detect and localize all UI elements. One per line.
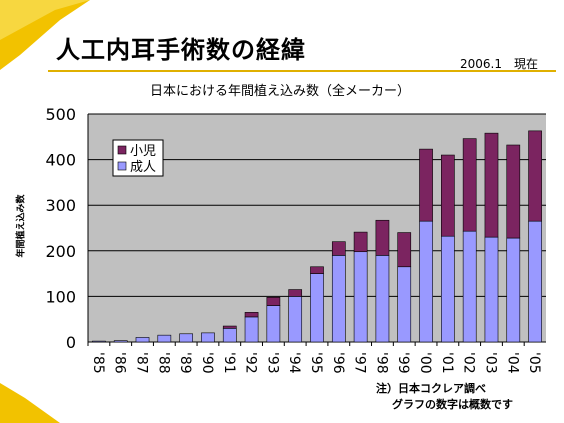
x-tick-label: '02 [461,352,477,374]
approximation-note: グラフの数字は概数です [392,398,513,411]
bar-adult [92,340,106,343]
legend-swatch [117,145,127,155]
bar-adult [113,340,128,343]
bar-adult [506,237,521,343]
x-tick-label: '98 [373,352,389,374]
bar-child [288,289,303,297]
x-tick-label: '99 [395,352,411,374]
x-tick-label: '88 [155,352,171,374]
bar-child [419,148,433,222]
bar-adult [528,220,542,343]
bar-child [462,138,477,232]
x-tick-label: '90 [199,352,215,374]
bar-child [375,219,390,256]
bar-adult [310,273,324,343]
bar-adult [157,334,172,343]
bar-child [484,132,499,238]
bar-adult [331,255,346,343]
bar-adult [222,328,237,343]
bar-adult [375,255,390,343]
x-tick-label: '04 [504,352,520,374]
bar-adult [353,251,368,343]
bar-child [222,325,237,329]
x-tick-label: '05 [526,352,542,374]
y-tick-label: 100 [45,287,76,306]
slide-title: 人工内耳手術数の経緯 [56,36,306,64]
bar-child [528,130,542,222]
x-tick-label: '94 [286,352,302,374]
date-note: 2006.1 現在 [460,57,538,71]
x-tick-label: '85 [90,352,106,374]
y-tick-label: 500 [45,105,76,124]
bar-adult [484,236,499,343]
legend-label: 小児 [130,144,156,159]
y-tick-label: 300 [45,196,76,215]
bar-child [310,266,324,274]
title-divider [48,70,556,72]
bar-adult [441,235,455,343]
x-tick-label: '93 [264,352,280,374]
bar-adult [266,305,281,343]
y-tick-label: 200 [45,242,76,261]
bar-child [397,232,412,268]
bar-adult [288,296,303,343]
x-tick-label: '91 [221,352,237,374]
bar-adult [135,337,150,343]
bar-child [353,231,368,253]
x-tick-label: '86 [112,352,128,374]
x-tick-label: '87 [134,352,150,374]
bar-adult [201,332,215,343]
bar-adult [179,333,193,343]
bar-adult [419,220,433,343]
bar-child [266,297,281,306]
bar-child [244,312,259,318]
x-tick-label: '95 [308,352,324,374]
chart-title: 日本における年間植え込み数（全メーカー） [150,84,411,99]
bar-child [506,144,521,239]
y-axis-label: 年間植え込み数 [16,194,27,258]
bar-adult [397,266,412,343]
legend-swatch [117,161,127,171]
x-tick-label: '03 [482,352,498,374]
x-tick-label: '92 [243,352,259,374]
bar-child [331,241,346,256]
corner-decoration-bottom [0,383,60,423]
x-tick-label: '00 [417,352,433,374]
legend-label: 成人 [130,160,156,175]
source-note: 注）日本コクレア調べ [376,382,486,395]
y-tick-label: 0 [66,333,76,352]
x-tick-label: '97 [352,352,368,374]
y-tick-label: 400 [45,151,76,170]
bar-child [441,154,455,237]
x-tick-label: '89 [177,352,193,374]
x-tick-label: '96 [330,352,346,374]
bar-adult [244,316,259,343]
corner-decoration-top [0,0,90,70]
x-tick-label: '01 [439,352,455,374]
bar-adult [462,230,477,343]
